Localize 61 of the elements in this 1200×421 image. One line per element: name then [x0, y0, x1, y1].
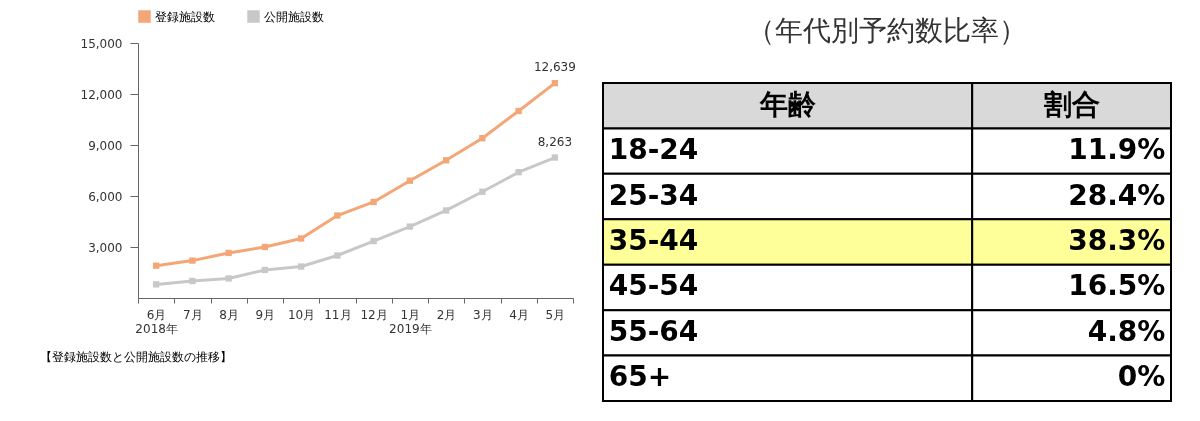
point: [297, 263, 305, 270]
text: 16.5%: [1068, 269, 1166, 303]
x-tick-label: 5月: [545, 307, 566, 322]
text: 4.8%: [1087, 314, 1166, 348]
text: 0%: [1117, 360, 1166, 394]
point: [479, 135, 486, 142]
category-label: 35-44: [608, 224, 699, 257]
text: 【登録施設数と公開施設数の推移】: [40, 350, 233, 364]
point: [225, 249, 232, 257]
point: [551, 154, 559, 161]
x-tick-label: 3月: [473, 307, 493, 322]
x-tick-label: 10月: [287, 307, 316, 322]
point: [261, 243, 269, 251]
category-label: 65+: [608, 360, 672, 394]
category-label: 18-24: [608, 133, 699, 167]
legend-label: 公開施設数: [264, 9, 324, 24]
point: [442, 157, 450, 164]
point: [515, 169, 522, 176]
point: [442, 207, 450, 214]
point: [189, 277, 196, 285]
x-tick-label: 4月: [509, 307, 529, 322]
data-label: 8,263: [537, 134, 573, 149]
y-tick-label: 3,000: [88, 240, 123, 255]
point: [297, 235, 305, 242]
point: [370, 237, 377, 245]
y-tick-label: 9,000: [88, 138, 123, 153]
text: 11.9%: [1068, 133, 1166, 167]
point: [370, 198, 377, 206]
y-tick-label: 12,000: [80, 87, 123, 102]
point: [406, 223, 414, 230]
y-tick-label: 6,000: [88, 189, 123, 204]
x-tick-label: 11月: [324, 307, 352, 322]
point: [551, 79, 559, 87]
x-tick-label: 9月: [255, 307, 276, 322]
point: [334, 212, 341, 219]
category-label: 25-34: [608, 178, 699, 212]
point: [152, 281, 160, 288]
point: [261, 266, 269, 274]
text: 割合: [1042, 87, 1100, 121]
point: [225, 275, 232, 282]
x-tick-label: 7月: [183, 307, 203, 322]
text: 28.4%: [1068, 178, 1166, 212]
text: 38.3%: [1068, 224, 1166, 257]
point: [189, 257, 196, 264]
x-tick-label: 8月: [219, 307, 239, 322]
text: 年齢: [758, 87, 816, 121]
legend-label: 登録施設数: [155, 9, 215, 24]
category-label: 55-64: [608, 314, 699, 348]
text: （年代別予約数比率）: [747, 14, 1027, 47]
y-tick-label: 15,000: [80, 36, 123, 51]
category-label: 45-54: [608, 269, 699, 303]
point: [334, 252, 341, 259]
point: [479, 188, 486, 195]
x-tick-label: 1月 2019年: [389, 307, 432, 336]
x-tick-label: 2月: [436, 307, 457, 322]
x-tick-label: 12月: [360, 307, 388, 322]
x-tick-label: 6月 2018年: [135, 307, 178, 336]
point: [515, 107, 522, 115]
point: [406, 177, 414, 184]
data-label: 12,639: [533, 60, 576, 75]
point: [152, 262, 160, 269]
